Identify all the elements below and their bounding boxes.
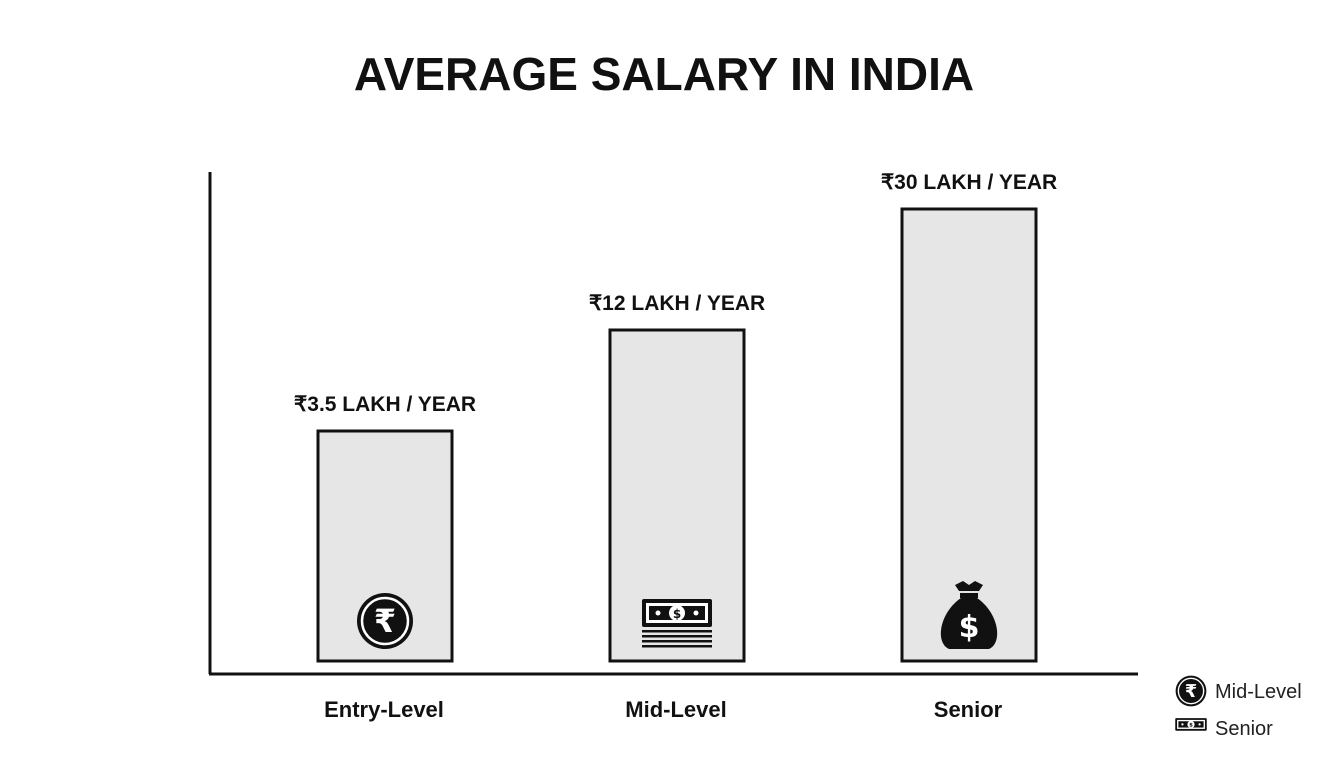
svg-text:₹: ₹ [1185, 682, 1197, 702]
money-bag-icon: $ [940, 581, 998, 649]
legend-label: Mid-Level [1215, 681, 1302, 703]
data-label: ₹3.5 LAKH / YEAR [294, 393, 476, 416]
category-labels-group: Entry-Level Mid-Level Senior [324, 697, 1003, 722]
svg-text:₹: ₹ [374, 602, 396, 640]
data-labels-group: ₹3.5 LAKH / YEAR ₹12 LAKH / YEAR ₹30 LAKH … [294, 171, 1057, 416]
svg-text:$: $ [1189, 723, 1193, 729]
banknote-icon: $ [1175, 718, 1207, 731]
rupee-coin-icon: ₹ [1175, 675, 1207, 707]
legend-label: Senior [1215, 718, 1273, 740]
svg-text:$: $ [673, 607, 681, 621]
rupee-coin-icon: ₹ [357, 593, 413, 649]
chart-axes [208, 172, 1138, 676]
category-label: Mid-Level [625, 697, 726, 722]
data-label: ₹12 LAKH / YEAR [589, 292, 765, 315]
legend-item: ₹ Mid-Level [1175, 675, 1302, 707]
legend-item: $ Senior [1175, 718, 1273, 740]
svg-text:$: $ [959, 610, 980, 645]
bars-group: ₹ $ $ [316, 207, 1038, 663]
data-label: ₹30 LAKH / YEAR [881, 171, 1057, 194]
bar-senior [900, 207, 1038, 663]
category-label: Senior [934, 697, 1003, 722]
category-label: Entry-Level [324, 697, 444, 722]
chart-title: AVERAGE SALARY IN INDIA [354, 48, 974, 100]
banknote-stack-icon: $ [642, 599, 712, 648]
legend: ₹ Mid-Level $ Senior [1175, 675, 1302, 740]
